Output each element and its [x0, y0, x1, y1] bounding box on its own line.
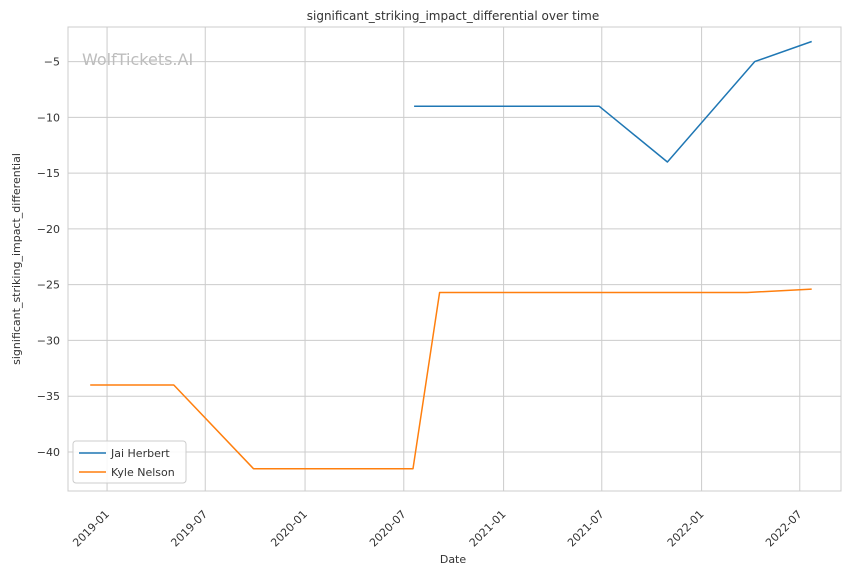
y-tick-label: −10	[37, 111, 60, 124]
plot-frame	[67, 26, 842, 492]
legend-label-kyle-nelson: Kyle Nelson	[111, 466, 175, 479]
y-tick-label: −25	[37, 279, 60, 292]
y-tick-label: −35	[37, 390, 60, 403]
watermark: WolfTickets.AI	[82, 50, 193, 69]
series-line-kyle-nelson	[90, 288, 812, 470]
x-axis-label: Date	[440, 553, 467, 566]
y-axis-tick-labels: −5 −10 −15 −20 −25 −30 −35 −40	[37, 56, 60, 459]
y-tick-label: −40	[37, 446, 60, 459]
y-axis-label: significant_striking_impact_differential	[10, 153, 23, 365]
chart-title: significant_striking_impact_differential…	[307, 9, 599, 23]
x-gridlines	[106, 27, 801, 491]
y-tick-label: −5	[44, 56, 60, 69]
series-line-jai-herbert	[414, 40, 812, 163]
series-lines	[90, 40, 812, 470]
legend: Jai Herbert Kyle Nelson	[72, 440, 187, 484]
y-tick-label: −30	[37, 334, 60, 347]
y-tick-label: −15	[37, 167, 60, 180]
legend-label-jai-herbert: Jai Herbert	[110, 447, 170, 460]
y-tick-label: −20	[37, 223, 60, 236]
y-gridlines	[68, 61, 841, 453]
plot-area	[67, 26, 842, 492]
